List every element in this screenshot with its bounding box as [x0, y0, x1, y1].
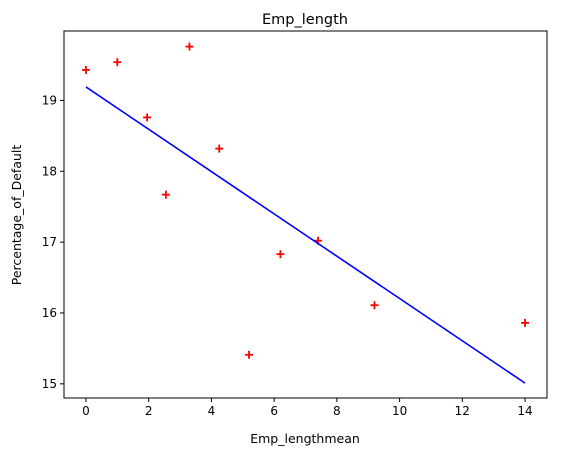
x-tick-label: 12: [455, 404, 470, 418]
y-tick-label: 16: [42, 306, 57, 320]
y-tick-label: 15: [42, 377, 57, 391]
data-point-2: [113, 58, 122, 67]
x-tick-label: 0: [82, 404, 90, 418]
y-tick-label: 19: [42, 93, 57, 107]
axes-frame: [63, 30, 548, 399]
x-tick-label: 4: [208, 404, 216, 418]
x-tick-label: 14: [517, 404, 532, 418]
data-point-7: [245, 350, 254, 359]
data-point-8: [276, 250, 285, 259]
x-tick-label: 10: [392, 404, 407, 418]
x-tick-label: 8: [333, 404, 341, 418]
data-point-4: [161, 190, 170, 199]
data-point-1: [81, 65, 90, 74]
axes-layer: 0 2 4 6 8 10 12 14 15 16 17 18 19: [42, 30, 548, 418]
x-tick-label: 6: [270, 404, 278, 418]
chart-title: Emp_length: [262, 12, 348, 28]
data-point-3: [143, 113, 152, 122]
data-point-10: [370, 301, 379, 310]
plot-layer: [81, 42, 530, 384]
y-axis-label: Percentage_of_Default: [9, 145, 24, 286]
y-tick-label: 18: [42, 164, 57, 178]
data-point-5: [185, 42, 194, 51]
x-tick-label: 2: [145, 404, 153, 418]
y-tick-label: 17: [42, 235, 57, 249]
data-point-6: [215, 144, 224, 153]
regression-line: [85, 86, 526, 384]
x-axis-label: Emp_lengthmean: [250, 431, 360, 446]
data-point-11: [521, 318, 530, 327]
